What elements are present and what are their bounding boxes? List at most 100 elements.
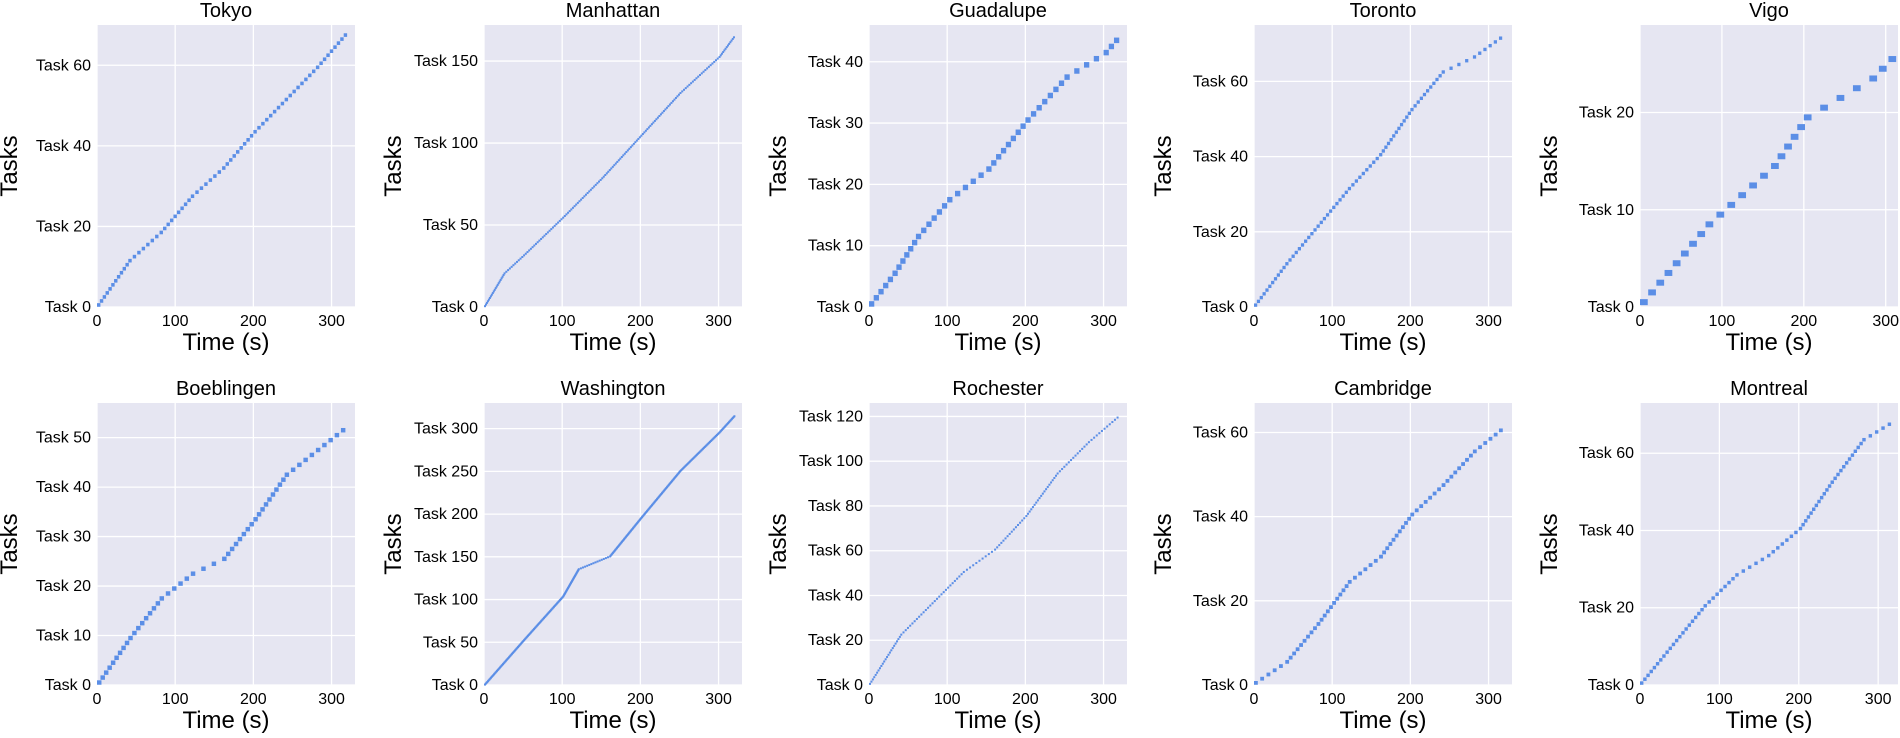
- task-segment: [634, 141, 637, 144]
- panel-title: Toronto: [1350, 0, 1417, 22]
- task-segment: [1822, 492, 1826, 496]
- x-tick-label: 100: [1319, 691, 1346, 708]
- task-segment: [1441, 483, 1446, 487]
- task-segment: [668, 103, 671, 106]
- task-segment: [280, 101, 285, 106]
- task-segment: [965, 568, 968, 571]
- task-segment: [1063, 465, 1066, 468]
- panel-title: Washington: [561, 378, 666, 400]
- task-segment: [114, 279, 118, 283]
- task-segment: [728, 42, 731, 45]
- task-segment: [1103, 49, 1109, 56]
- task-segment: [1760, 557, 1765, 562]
- task-segment: [485, 301, 488, 304]
- y-axis-label: Tasks: [380, 135, 407, 196]
- task-segment: [578, 200, 581, 203]
- y-tick-label: Task 60: [1193, 424, 1248, 441]
- task-segment: [1749, 182, 1757, 189]
- task-segment: [623, 152, 626, 155]
- task-segment: [1325, 213, 1330, 217]
- task-segment: [915, 617, 918, 620]
- task-segment: [607, 556, 610, 559]
- task-segment: [1715, 592, 1719, 596]
- task-segment: [245, 526, 251, 532]
- task-segment: [962, 184, 969, 191]
- task-segment: [1309, 630, 1314, 635]
- task-segment: [887, 653, 890, 656]
- task-segment: [132, 254, 137, 259]
- task-segment: [1351, 183, 1355, 187]
- task-segment: [1038, 497, 1041, 500]
- task-segment: [1108, 43, 1115, 50]
- task-segment: [178, 581, 183, 586]
- task-segment: [562, 216, 565, 219]
- task-segment: [523, 254, 526, 257]
- y-tick-label: Task 100: [414, 135, 478, 152]
- task-segment: [1738, 192, 1747, 199]
- task-segment: [720, 52, 723, 55]
- task-segment: [890, 649, 893, 652]
- task-segment: [1426, 89, 1430, 93]
- task-segment: [931, 602, 934, 605]
- task-segment: [1100, 429, 1103, 432]
- task-segment: [1771, 549, 1775, 554]
- task-segment: [190, 194, 195, 199]
- task-segment: [222, 556, 227, 562]
- task-segment: [563, 215, 566, 218]
- task-segment: [1399, 122, 1404, 127]
- task-segment: [1042, 98, 1048, 105]
- panel-tokyo: Tokyo 0 100 200 300 Task 0 Task 20 Task 40 Task …: [0, 0, 355, 356]
- y-tick-label: Task 150: [414, 53, 478, 70]
- x-tick-label: 100: [1706, 691, 1733, 708]
- task-segment: [296, 85, 300, 90]
- task-segment: [489, 295, 492, 298]
- x-tick-label: 300: [1090, 691, 1117, 708]
- task-segment: [159, 230, 163, 235]
- task-segment: [1058, 470, 1061, 473]
- task-segment: [315, 65, 320, 70]
- task-segment: [1410, 512, 1415, 517]
- x-tick-label: 0: [865, 691, 874, 708]
- task-segment: [1819, 495, 1824, 500]
- task-segment: [288, 93, 292, 98]
- task-segment: [608, 169, 611, 172]
- x-tick-label: 300: [318, 691, 345, 708]
- task-segment: [1033, 503, 1036, 506]
- task-segment: [1358, 175, 1362, 179]
- x-tick-label: 0: [1250, 691, 1259, 708]
- task-segment: [904, 252, 910, 258]
- task-segment: [581, 566, 584, 569]
- task-segment: [610, 167, 613, 170]
- task-segment: [699, 74, 701, 77]
- task-segment: [1488, 43, 1492, 48]
- task-segment: [249, 133, 254, 138]
- task-segment: [121, 645, 126, 651]
- task-segment: [1449, 66, 1453, 70]
- task-segment: [184, 576, 190, 581]
- task-segment: [1422, 92, 1427, 97]
- task-segment: [628, 147, 631, 150]
- task-segment: [1090, 438, 1093, 441]
- task-segment: [1414, 508, 1419, 513]
- task-segment: [893, 644, 896, 647]
- y-tick-label: Task 40: [36, 138, 91, 155]
- task-segment: [1010, 530, 1013, 533]
- task-segment: [494, 287, 497, 290]
- task-segment: [1053, 476, 1056, 479]
- task-segment: [1790, 133, 1799, 140]
- task-segment: [498, 280, 501, 283]
- task-segment: [926, 221, 932, 227]
- task-segment: [1000, 147, 1007, 154]
- task-segment: [1307, 235, 1311, 240]
- task-segment: [1108, 423, 1111, 426]
- task-segment: [1760, 172, 1768, 179]
- task-segment: [596, 182, 599, 185]
- y-tick-label: Task 300: [414, 421, 478, 438]
- task-segment: [684, 87, 687, 90]
- task-segment: [1388, 542, 1393, 546]
- x-tick-label: 0: [1636, 691, 1645, 708]
- y-tick-label: Task 20: [808, 632, 863, 649]
- task-segment: [1817, 499, 1821, 504]
- y-tick-label: Task 10: [1579, 202, 1634, 219]
- task-segment: [1335, 201, 1339, 206]
